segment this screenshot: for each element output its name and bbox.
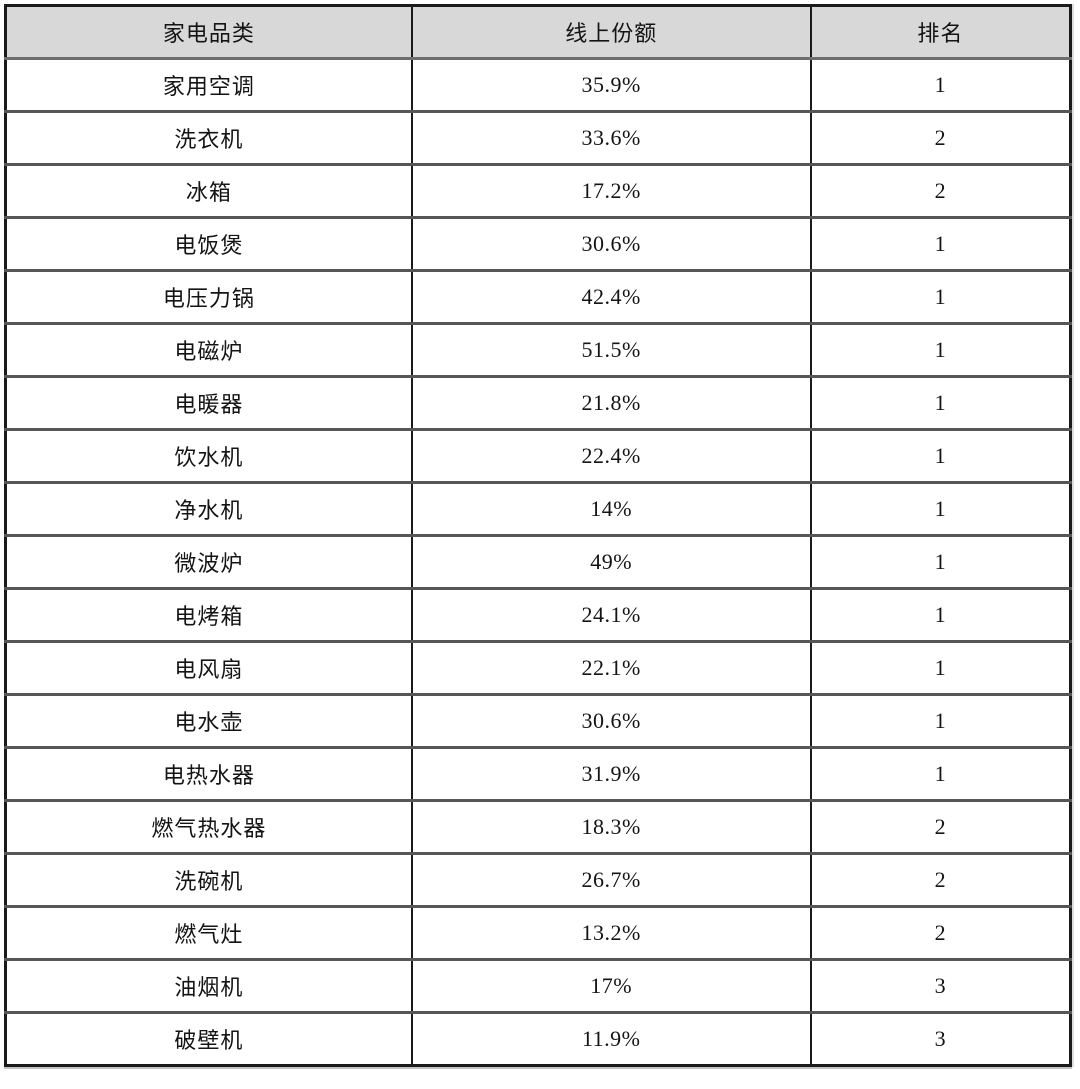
category-cell: 电饭煲 [4, 217, 413, 272]
table-row: 电水壶 30.6% 1 [4, 694, 1072, 749]
table-row: 家用空调 35.9% 1 [4, 58, 1072, 113]
rank-cell: 2 [809, 906, 1072, 961]
table-row: 电压力锅 42.4% 1 [4, 270, 1072, 325]
rank-cell: 1 [809, 323, 1072, 378]
rank-cell: 1 [809, 270, 1072, 325]
category-cell: 电热水器 [4, 747, 413, 802]
share-cell: 35.9% [410, 58, 812, 113]
rank-cell: 1 [809, 58, 1072, 113]
share-cell: 22.1% [410, 641, 812, 696]
share-cell: 33.6% [410, 111, 812, 166]
rank-cell: 1 [809, 694, 1072, 749]
rank-cell: 2 [809, 853, 1072, 908]
rank-cell: 1 [809, 588, 1072, 643]
table-row: 电风扇 22.1% 1 [4, 641, 1072, 696]
category-cell: 电磁炉 [4, 323, 413, 378]
appliance-share-table: 家电品类 线上份额 排名 家用空调 35.9% 1 洗衣机 33.6% 2 冰箱… [4, 4, 1072, 1067]
rank-cell: 1 [809, 535, 1072, 590]
category-cell: 家用空调 [4, 58, 413, 113]
category-cell: 净水机 [4, 482, 413, 537]
table-row: 冰箱 17.2% 2 [4, 164, 1072, 219]
share-cell: 49% [410, 535, 812, 590]
category-cell: 冰箱 [4, 164, 413, 219]
table-row: 电热水器 31.9% 1 [4, 747, 1072, 802]
table-row: 燃气热水器 18.3% 2 [4, 800, 1072, 855]
category-cell: 燃气热水器 [4, 800, 413, 855]
category-cell: 洗衣机 [4, 111, 413, 166]
rank-cell: 2 [809, 800, 1072, 855]
category-cell: 燃气灶 [4, 906, 413, 961]
category-cell: 电烤箱 [4, 588, 413, 643]
share-cell: 13.2% [410, 906, 812, 961]
category-cell: 油烟机 [4, 959, 413, 1014]
rank-cell: 1 [809, 641, 1072, 696]
rank-cell: 1 [809, 376, 1072, 431]
category-cell: 电水壶 [4, 694, 413, 749]
header-row: 家电品类 线上份额 排名 [4, 5, 1072, 60]
table-row: 洗衣机 33.6% 2 [4, 111, 1072, 166]
appliance-share-table-container: 家电品类 线上份额 排名 家用空调 35.9% 1 洗衣机 33.6% 2 冰箱… [4, 4, 1072, 1067]
share-cell: 18.3% [410, 800, 812, 855]
header-category: 家电品类 [4, 5, 413, 60]
category-cell: 微波炉 [4, 535, 413, 590]
header-rank: 排名 [809, 5, 1072, 60]
table-row: 电磁炉 51.5% 1 [4, 323, 1072, 378]
share-cell: 31.9% [410, 747, 812, 802]
category-cell: 饮水机 [4, 429, 413, 484]
rank-cell: 1 [809, 429, 1072, 484]
table-row: 破壁机 11.9% 3 [4, 1012, 1072, 1066]
header-share: 线上份额 [410, 5, 812, 60]
share-cell: 17% [410, 959, 812, 1014]
share-cell: 30.6% [410, 217, 812, 272]
table-row: 燃气灶 13.2% 2 [4, 906, 1072, 961]
share-cell: 51.5% [410, 323, 812, 378]
share-cell: 26.7% [410, 853, 812, 908]
category-cell: 电压力锅 [4, 270, 413, 325]
category-cell: 电暖器 [4, 376, 413, 431]
category-cell: 电风扇 [4, 641, 413, 696]
table-row: 油烟机 17% 3 [4, 959, 1072, 1014]
share-cell: 14% [410, 482, 812, 537]
table-row: 电烤箱 24.1% 1 [4, 588, 1072, 643]
table-row: 电饭煲 30.6% 1 [4, 217, 1072, 272]
share-cell: 22.4% [410, 429, 812, 484]
share-cell: 30.6% [410, 694, 812, 749]
table-row: 净水机 14% 1 [4, 482, 1072, 537]
rank-cell: 2 [809, 164, 1072, 219]
table-row: 电暖器 21.8% 1 [4, 376, 1072, 431]
table-row: 微波炉 49% 1 [4, 535, 1072, 590]
share-cell: 11.9% [410, 1012, 812, 1066]
share-cell: 24.1% [410, 588, 812, 643]
table-row: 洗碗机 26.7% 2 [4, 853, 1072, 908]
category-cell: 破壁机 [4, 1012, 413, 1066]
rank-cell: 1 [809, 482, 1072, 537]
share-cell: 21.8% [410, 376, 812, 431]
rank-cell: 2 [809, 111, 1072, 166]
table-row: 饮水机 22.4% 1 [4, 429, 1072, 484]
share-cell: 42.4% [410, 270, 812, 325]
rank-cell: 1 [809, 747, 1072, 802]
rank-cell: 3 [809, 959, 1072, 1014]
share-cell: 17.2% [410, 164, 812, 219]
rank-cell: 3 [809, 1012, 1072, 1066]
rank-cell: 1 [809, 217, 1072, 272]
category-cell: 洗碗机 [4, 853, 413, 908]
